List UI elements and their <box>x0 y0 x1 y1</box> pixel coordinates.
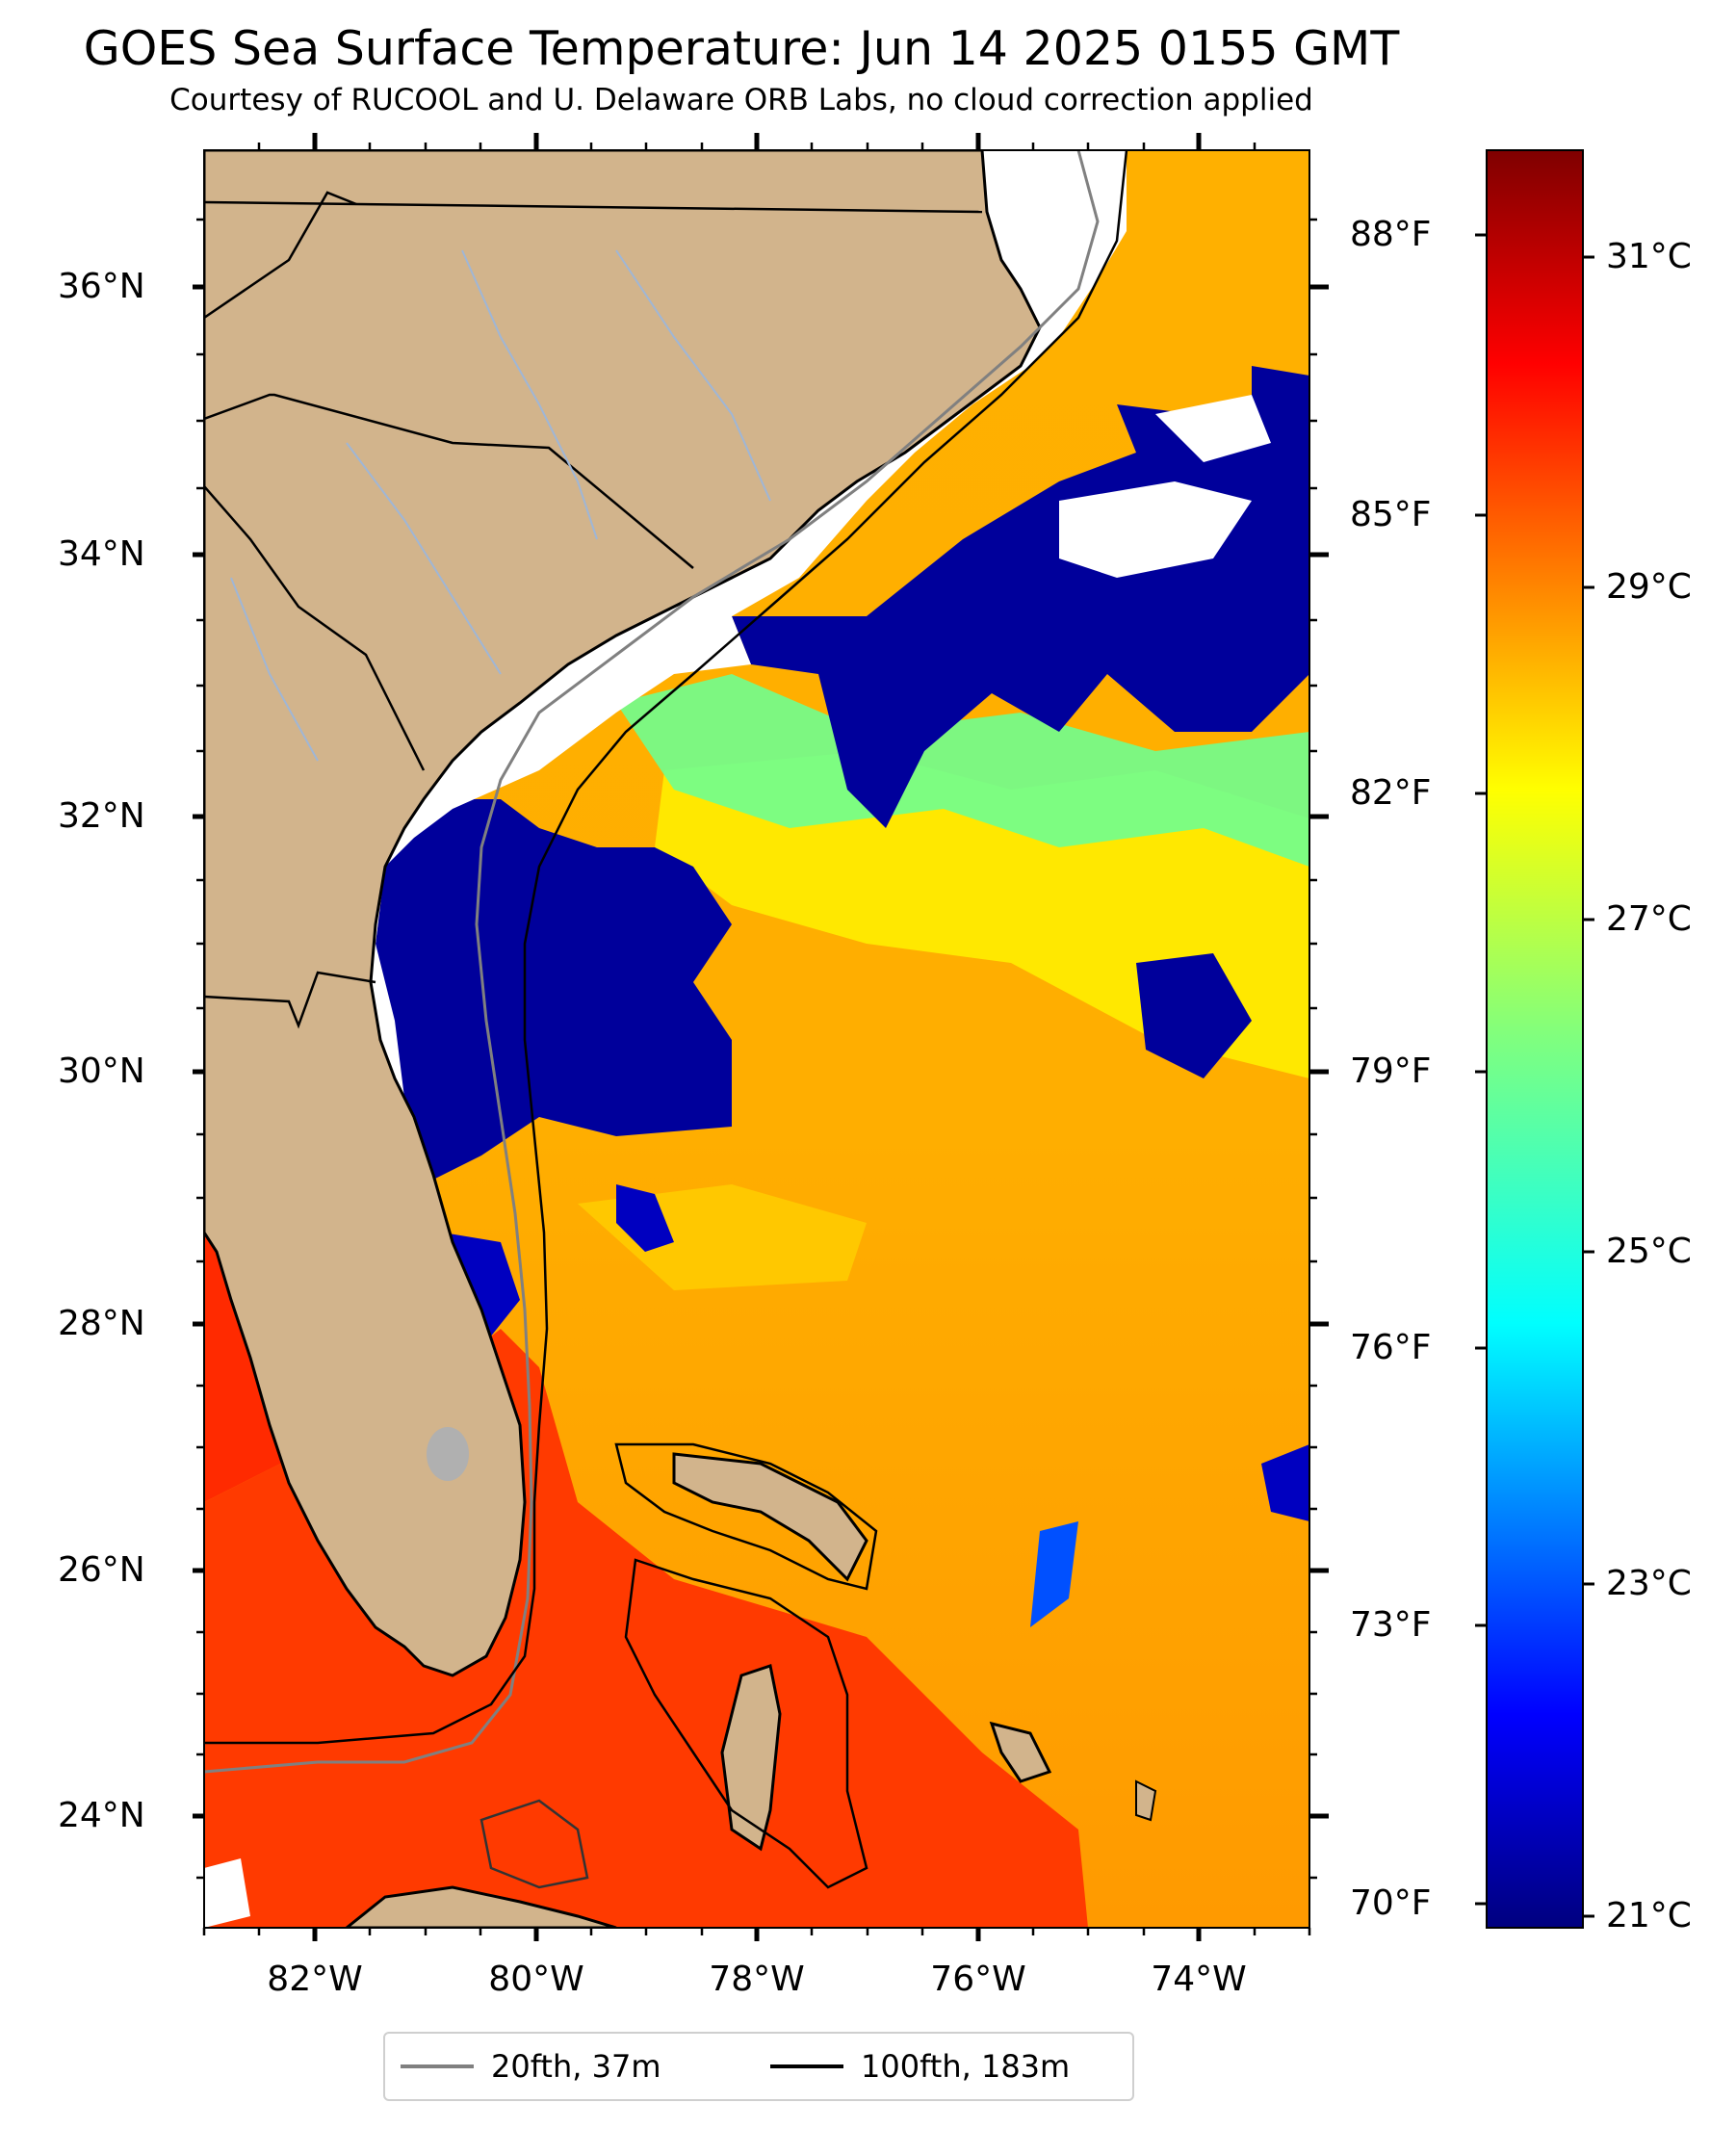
fahrenheit-label: 88°F <box>1350 215 1432 254</box>
legend-item-20fth: 20fth, 37m <box>401 2034 661 2099</box>
fahrenheit-label: 82°F <box>1350 773 1432 813</box>
rivers <box>230 249 771 762</box>
andros-island <box>720 1664 782 1852</box>
isobath-20fth <box>204 150 1100 1774</box>
lat-label-36n: 36°N <box>58 267 145 306</box>
legend-item-100fth: 100fth, 183m <box>770 2034 1070 2099</box>
fahrenheit-label: 79°F <box>1350 1052 1432 1091</box>
map-subtitle: Courtesy of RUCOOL and U. Delaware ORB L… <box>169 83 1313 117</box>
fahrenheit-label: 76°F <box>1350 1328 1432 1367</box>
legend-label: 20fth, 37m <box>491 2048 661 2085</box>
isobath-legend: 20fth, 37m 100fth, 183m <box>383 2032 1134 2101</box>
lon-label-74w: 74°W <box>1151 1960 1247 1999</box>
lat-label-30n: 30°N <box>58 1052 145 1091</box>
lon-label-78w: 78°W <box>709 1960 805 1999</box>
legend-line-grey <box>401 2064 474 2068</box>
cold-cloud-area-north <box>732 366 1309 828</box>
celsius-label: 23°C <box>1606 1564 1692 1603</box>
cold-cloud-area-shelf <box>376 799 732 1184</box>
legend-label: 100fth, 183m <box>861 2048 1071 2085</box>
map-plot-area <box>204 150 1309 1928</box>
lat-label-32n: 32°N <box>58 796 145 836</box>
lon-label-76w: 76°W <box>930 1960 1026 1999</box>
celsius-label: 27°C <box>1606 899 1692 939</box>
colorbar-ticks <box>1475 233 1594 1918</box>
us-southeast-land <box>204 150 1042 1677</box>
grand-bahama-island <box>672 1452 868 1582</box>
legend-line-black <box>770 2064 843 2068</box>
fahrenheit-label: 73°F <box>1350 1605 1432 1645</box>
lon-major-ticks <box>312 133 1202 1941</box>
map-title: GOES Sea Surface Temperature: Jun 14 202… <box>83 21 1400 76</box>
lon-label-80w: 80°W <box>488 1960 584 1999</box>
lat-label-26n: 26°N <box>58 1550 145 1590</box>
celsius-label: 25°C <box>1606 1232 1692 1271</box>
cuba-land <box>344 1885 617 1928</box>
celsius-label: 31°C <box>1606 237 1692 276</box>
state-border <box>204 200 983 214</box>
lat-label-28n: 28°N <box>58 1304 145 1343</box>
cool-sst-band <box>616 674 1309 867</box>
colorbar <box>1486 149 1584 1929</box>
minor-ticks <box>196 143 1317 1935</box>
lat-label-24n: 24°N <box>58 1796 145 1835</box>
fahrenheit-label: 70°F <box>1350 1883 1432 1923</box>
celsius-label: 29°C <box>1606 567 1692 607</box>
lon-label-82w: 82°W <box>267 1960 363 1999</box>
fahrenheit-label: 85°F <box>1350 495 1432 534</box>
isobath-100fth <box>204 150 1128 1745</box>
lake-okeechobee <box>427 1427 469 1481</box>
lat-major-ticks <box>193 284 1329 1819</box>
lat-label-34n: 34°N <box>58 534 145 574</box>
celsius-label: 21°C <box>1606 1896 1692 1935</box>
